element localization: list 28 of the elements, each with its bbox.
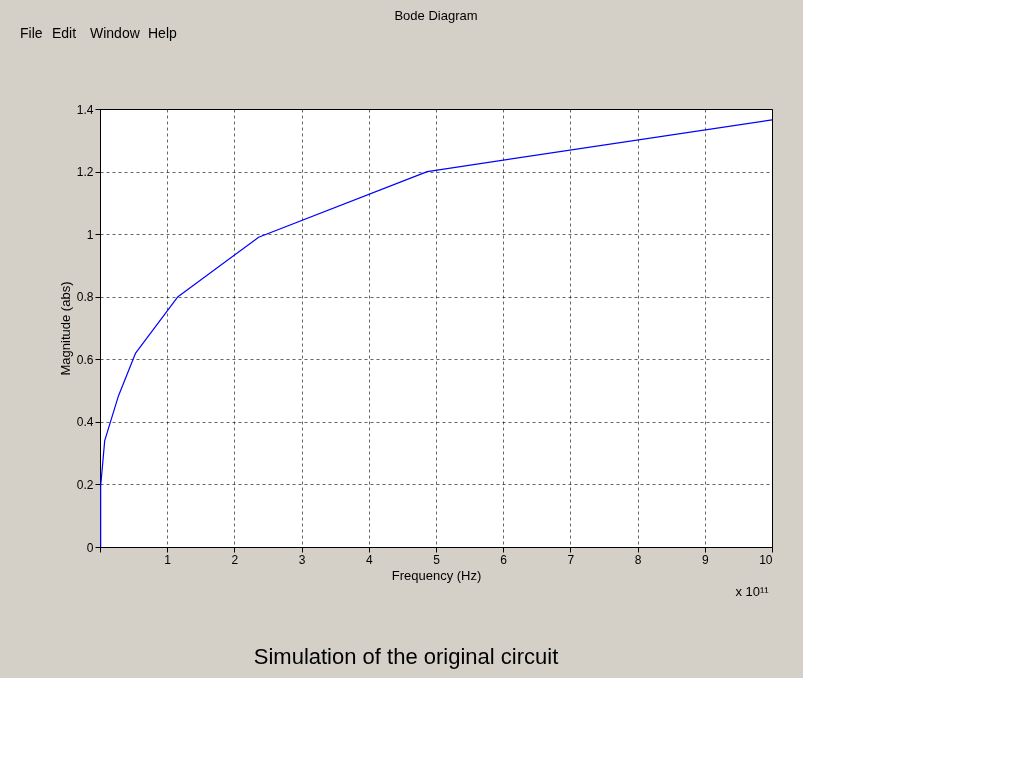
x-tick-label: 3 <box>298 552 306 567</box>
y-tick-label: 1 <box>86 227 94 242</box>
y-tick-label: 1.2 <box>76 165 94 180</box>
x-tick-label: 6 <box>500 552 508 567</box>
x-tick-label: 2 <box>231 552 239 567</box>
y-tick-label: 0 <box>86 540 94 555</box>
y-axis-title: Magnitude (abs) <box>57 281 73 376</box>
y-tick-label: 0.6 <box>76 352 94 367</box>
x-tick-label: 8 <box>634 552 642 567</box>
x-tick-label: 9 <box>701 552 709 567</box>
y-tick-label: 0.4 <box>76 415 94 430</box>
x-tick-label: 10 <box>759 552 773 567</box>
x-tick-label: 4 <box>365 552 373 567</box>
text: Help <box>148 25 178 41</box>
x-tick-label: 5 <box>433 552 441 567</box>
text: x 10¹¹ <box>735 584 770 599</box>
text: Edit <box>52 25 77 41</box>
y-tick-label: 1.4 <box>76 102 94 117</box>
y-tick-label: 0.2 <box>76 477 94 492</box>
x-tick-label: 1 <box>164 552 172 567</box>
text: File <box>20 25 43 41</box>
text: Window <box>90 25 141 41</box>
text: Simulation of the original circuit <box>253 644 559 669</box>
x-axis-title: Frequency (Hz) <box>391 567 482 583</box>
chart-title: Bode Diagram <box>394 8 478 23</box>
x-tick-label: 7 <box>567 552 575 567</box>
y-tick-label: 0.8 <box>76 290 94 305</box>
line-series <box>100 119 773 548</box>
